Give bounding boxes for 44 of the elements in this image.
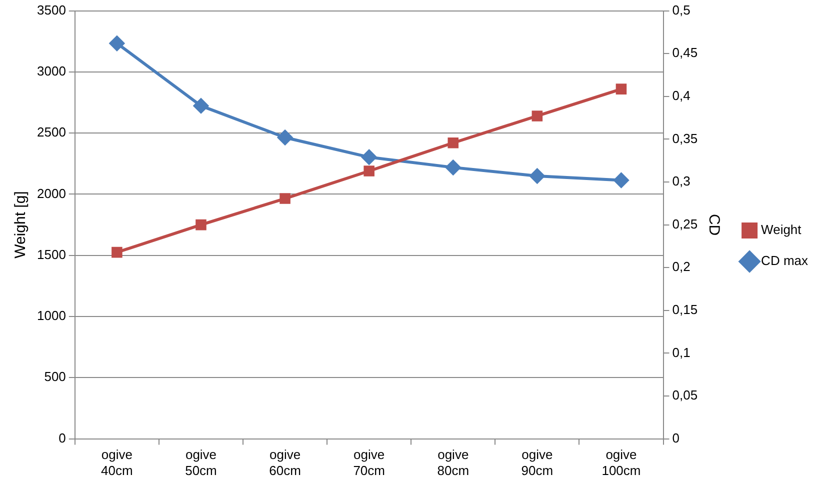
- y2-tick-label: 0,45: [672, 45, 698, 60]
- point: [532, 110, 543, 122]
- point: [112, 246, 122, 258]
- y2-tick-label: 0,2: [672, 259, 690, 274]
- point: [278, 130, 293, 145]
- y-tick-label: 0: [58, 430, 66, 446]
- y-tick-label: 1500: [37, 246, 66, 262]
- y-tick-label: 3500: [37, 2, 66, 18]
- y2-tick-label: 0,5: [672, 2, 690, 18]
- point: [364, 166, 374, 176]
- y2-axis-title: CD: [705, 214, 722, 236]
- point: [530, 168, 545, 184]
- point: [280, 193, 290, 204]
- point: [448, 137, 459, 148]
- y2-tick-label: 0,4: [672, 88, 690, 103]
- x-tick-label: ogive 80cm: [437, 447, 470, 478]
- y2-tick-label: 0,3: [672, 174, 690, 189]
- legend-label: CD max: [761, 253, 808, 268]
- y-tick-label: 2500: [37, 124, 66, 140]
- point: [109, 36, 124, 51]
- y-tick-label: 3000: [37, 64, 66, 79]
- point: [616, 84, 627, 94]
- x-tick-label: ogive 50cm: [185, 447, 217, 478]
- y2-tick-label: 0,25: [672, 216, 698, 232]
- x-tick-label: ogive 90cm: [521, 447, 554, 478]
- y-axis-title: Weight [g]: [12, 191, 30, 258]
- point: [362, 150, 377, 165]
- y-tick-label: 2000: [37, 186, 66, 201]
- y2-tick-label: 0,35: [672, 130, 698, 146]
- y2-tick-label: 0,15: [672, 302, 698, 317]
- y2-tick-label: 0: [672, 430, 680, 446]
- x-tick-label: ogive 70cm: [353, 447, 385, 478]
- x-tick-label: ogive 60cm: [269, 447, 301, 478]
- x-tick-label: ogive 40cm: [101, 447, 133, 478]
- point: [446, 160, 461, 175]
- y-tick-label: 1000: [37, 308, 66, 324]
- point: [193, 98, 208, 114]
- y2-tick-label: 0,05: [672, 388, 698, 403]
- y-tick-label: 500: [44, 369, 66, 384]
- y2-tick-label: 0,1: [672, 344, 690, 360]
- point: [196, 219, 206, 230]
- x-tick-label: ogive 100cm: [602, 447, 641, 478]
- legend-label: Weight: [761, 222, 802, 238]
- point: [614, 172, 629, 188]
